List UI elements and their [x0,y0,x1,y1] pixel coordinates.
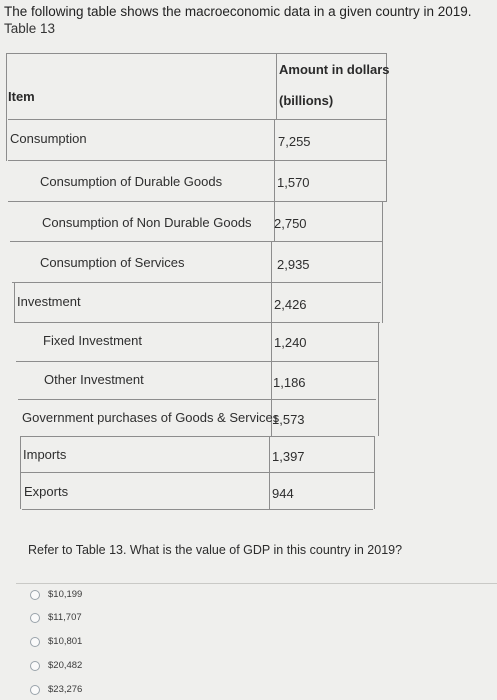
column-divider [269,436,270,509]
header-item: Item [8,89,35,104]
row-divider [18,399,376,400]
header-amount-unit: (billions) [279,93,334,108]
row-amount: 2,750 [274,216,307,231]
answer-option[interactable]: $20,482 [30,660,82,671]
table-bottom-border [22,509,373,510]
row-divider [10,241,383,242]
table-caption: Table 13 [4,21,56,36]
radio-button[interactable] [30,589,40,600]
table-right-border [378,322,379,436]
row-amount: 2,426 [274,297,307,312]
row-item: Consumption [10,131,87,146]
row-divider [12,282,381,283]
question-text: Refer to Table 13. What is the value of … [28,543,403,557]
row-divider [8,160,386,161]
row-amount: 1,573 [272,412,305,427]
row-divider [8,201,386,202]
row-item: Fixed Investment [43,333,142,348]
column-divider [274,119,275,242]
row-item: Government purchases of Goods & Services [22,410,280,425]
radio-button[interactable] [30,612,40,623]
row-item: Imports [23,447,67,462]
row-amount: 7,255 [278,134,311,149]
option-label[interactable]: $20,482 [48,660,83,671]
question-divider [16,583,497,584]
table-right-border [382,201,383,323]
table-right-border [386,53,387,202]
row-item: Consumption of Services [40,255,185,270]
table-left-border [6,53,7,161]
row-amount: 1,186 [273,375,306,390]
header-amount: Amount in dollars [279,62,390,77]
table-top-border [6,53,387,54]
row-amount: 1,570 [277,175,310,190]
option-label[interactable]: $10,199 [48,589,83,600]
row-item: Exports [24,484,69,499]
answer-option[interactable]: $10,801 [30,636,82,647]
table-left-border [20,436,21,509]
radio-button[interactable] [30,660,40,671]
table-right-border [374,436,375,509]
column-divider [276,53,277,120]
row-divider [8,119,386,120]
row-item: Consumption of Non Durable Goods [42,215,252,230]
row-item: Other Investment [44,372,144,387]
radio-button[interactable] [30,636,40,647]
row-item: Investment [17,294,81,309]
row-amount: 2,935 [277,257,310,272]
row-amount: 944 [272,486,294,501]
row-divider [21,472,374,473]
row-divider [20,436,375,437]
option-label[interactable]: $10,801 [48,636,83,647]
row-amount: 1,397 [272,449,305,464]
answer-option[interactable]: $11,707 [30,612,82,623]
answer-option[interactable]: $23,276 [30,684,82,695]
answer-option[interactable]: $10,199 [30,589,82,600]
row-divider [14,322,380,323]
row-amount: 1,240 [274,335,307,350]
table-left-border [14,282,15,322]
row-item: Consumption of Durable Goods [40,174,223,189]
radio-button[interactable] [30,684,40,695]
option-label[interactable]: $11,707 [48,612,82,623]
column-divider [271,241,272,436]
row-divider [16,361,378,362]
option-label[interactable]: $23,276 [48,684,83,695]
intro-text: The following table shows the macroecono… [4,4,472,19]
